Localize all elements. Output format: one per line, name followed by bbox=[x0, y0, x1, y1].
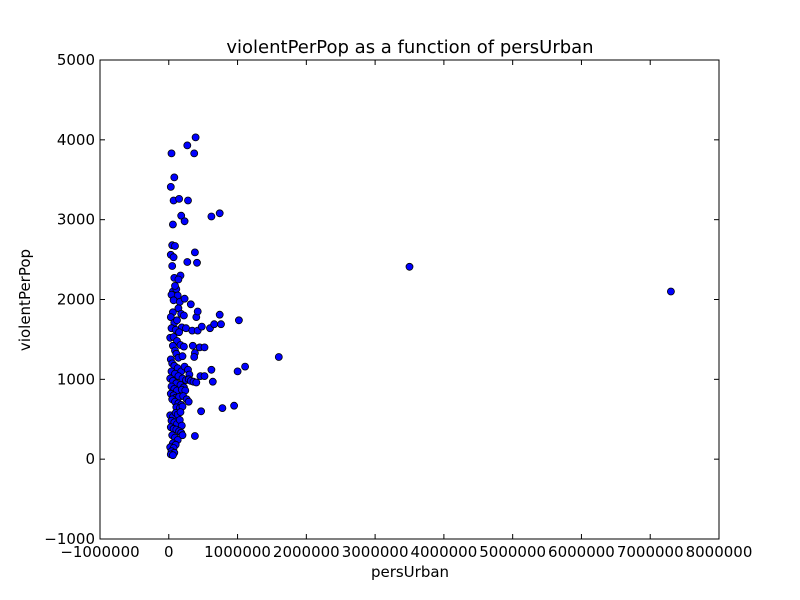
data-point bbox=[207, 365, 216, 374]
data-point bbox=[193, 307, 202, 316]
points-layer bbox=[166, 133, 675, 460]
data-point bbox=[200, 372, 209, 381]
x-tick-label: −1000000 bbox=[60, 543, 139, 561]
data-point bbox=[197, 322, 206, 331]
y-tick-label: 4000 bbox=[57, 131, 95, 149]
data-point bbox=[230, 401, 239, 410]
y-tick-label: 5000 bbox=[57, 51, 95, 69]
data-point bbox=[200, 343, 209, 352]
data-point bbox=[178, 431, 187, 440]
data-point bbox=[241, 362, 250, 371]
data-point bbox=[170, 173, 179, 182]
data-point bbox=[167, 149, 176, 158]
x-tick-label: 3000000 bbox=[342, 543, 409, 561]
data-point bbox=[190, 353, 199, 361]
data-point bbox=[192, 378, 201, 387]
data-point bbox=[168, 262, 177, 270]
chart-title: violentPerPop as a function of persUrban bbox=[226, 37, 593, 58]
data-point bbox=[168, 220, 177, 229]
x-tick-label: 0 bbox=[164, 543, 174, 561]
x-tick-label: 8000000 bbox=[686, 543, 753, 561]
data-point bbox=[169, 253, 178, 262]
data-point bbox=[166, 313, 175, 322]
data-point bbox=[193, 258, 201, 267]
data-point bbox=[171, 281, 179, 290]
data-point bbox=[175, 194, 184, 203]
data-point bbox=[168, 451, 177, 460]
data-point bbox=[184, 397, 193, 406]
data-point bbox=[234, 316, 243, 325]
data-point bbox=[274, 353, 283, 361]
x-axis-label: persUrban bbox=[371, 563, 449, 581]
x-tick-label: 1000000 bbox=[204, 543, 271, 561]
data-point bbox=[207, 212, 216, 221]
data-point bbox=[183, 141, 192, 150]
data-point bbox=[197, 407, 206, 416]
data-point bbox=[180, 294, 189, 303]
data-point bbox=[173, 316, 181, 325]
data-point bbox=[166, 182, 175, 191]
data-point bbox=[176, 408, 185, 417]
data-point bbox=[183, 258, 192, 266]
y-tick-label: 0 bbox=[85, 450, 95, 468]
y-tick-label: 3000 bbox=[57, 211, 95, 229]
y-tick-label: −1000 bbox=[44, 530, 95, 548]
data-point bbox=[178, 352, 187, 361]
y-tick-label: 1000 bbox=[57, 370, 95, 388]
y-tick-label: 2000 bbox=[57, 291, 95, 309]
data-point bbox=[190, 248, 199, 257]
data-point bbox=[215, 209, 224, 218]
y-axis-label: violentPerPop bbox=[16, 249, 34, 351]
data-point bbox=[180, 217, 189, 226]
data-point bbox=[177, 211, 186, 220]
data-point bbox=[218, 404, 227, 413]
data-point bbox=[217, 320, 225, 329]
data-point bbox=[190, 432, 199, 440]
x-tick-label: 5000000 bbox=[479, 543, 546, 561]
data-point bbox=[208, 377, 217, 386]
data-point bbox=[184, 196, 192, 205]
data-point bbox=[667, 287, 675, 296]
data-point bbox=[179, 342, 188, 351]
x-tick-label: 2000000 bbox=[273, 543, 340, 561]
ticks-layer: −1000000 0 1000000 2000000 3000000 4000000 500… bbox=[44, 51, 752, 561]
data-point bbox=[210, 320, 219, 329]
data-point bbox=[171, 242, 179, 250]
x-tick-label: 6000000 bbox=[548, 543, 615, 561]
data-point bbox=[179, 311, 188, 320]
data-point bbox=[188, 341, 197, 350]
x-tick-label: 7000000 bbox=[617, 543, 684, 561]
data-point bbox=[405, 262, 414, 271]
x-tick-label: 4000000 bbox=[410, 543, 477, 561]
data-point bbox=[190, 149, 199, 158]
data-point bbox=[215, 310, 224, 319]
data-point bbox=[186, 300, 195, 309]
data-point bbox=[174, 275, 183, 284]
data-point bbox=[175, 328, 184, 337]
data-point bbox=[233, 367, 242, 376]
data-point bbox=[191, 133, 200, 142]
